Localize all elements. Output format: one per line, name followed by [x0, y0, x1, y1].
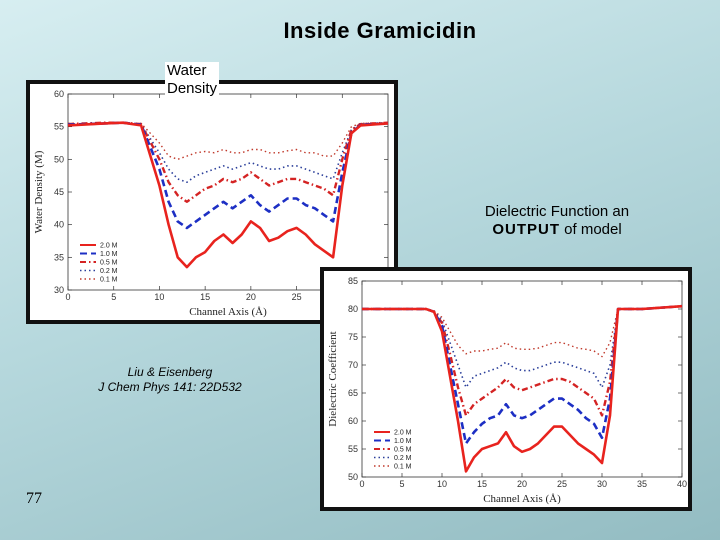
- dielectric-x-axis-title: Channel Axis (Å): [483, 493, 561, 505]
- citation-journal: J Chem Phys 141: 22D532: [98, 380, 242, 394]
- page-number: 77: [26, 490, 42, 507]
- density-series-line: [67, 121, 389, 269]
- dielectric-series-line: [362, 305, 683, 417]
- density-legend-label: 0.2 M: [100, 268, 118, 275]
- density-legend-label: 0.1 M: [100, 277, 118, 284]
- dielectric-series-line: [362, 305, 683, 389]
- density-series-line: [67, 121, 389, 230]
- density-y-tick-label: 60: [54, 89, 64, 99]
- dielectric-y-tick-label: 75: [348, 332, 358, 342]
- density-x-tick-label: 5: [111, 292, 116, 302]
- density-x-tick-label: 15: [200, 292, 210, 302]
- dielectric-legend-label: 1.0 M: [394, 438, 412, 445]
- dielectric-coefficient-plot: 0 5 10 15 20 25 30 35 40 50 55 60 65 70 75 80 85 Channel …: [327, 276, 687, 505]
- dielectric-legend-label: 2.0 M: [394, 430, 412, 437]
- dielectric-x-tick-label: 5: [399, 479, 404, 489]
- dielectric-y-tick-label: 65: [348, 388, 358, 398]
- dielectric-x-tick-label: 25: [557, 479, 567, 489]
- dielectric-x-tick-label: 30: [597, 479, 607, 489]
- density-x-tick-label: 25: [292, 292, 302, 302]
- dielectric-function-label: Dielectric Function an OUTPUT of model: [468, 203, 646, 239]
- water-density-chart: 05101520253030354045505560Channel Axis (…: [26, 80, 398, 324]
- dielectric-y-tick-label: 50: [348, 472, 358, 482]
- dielectric-legend-label: 0.5 M: [394, 447, 412, 454]
- density-y-tick-label: 55: [54, 122, 64, 132]
- density-legend-label: 1.0 M: [100, 251, 118, 258]
- dielectric-y-tick-label: 85: [348, 276, 358, 286]
- dielectric-legend-label: 0.1 M: [394, 464, 412, 471]
- dielectric-series-line: [362, 304, 683, 445]
- dielectric-x-tick-label: 20: [517, 479, 527, 489]
- slide-title: Inside Gramicidin: [283, 18, 477, 43]
- dielectric-label-post: of model: [559, 221, 622, 238]
- dielectric-y-axis-title: Dielectric Coefficient: [327, 331, 339, 426]
- dielectric-y-tick-label: 80: [348, 304, 358, 314]
- dielectric-y-tick-label: 60: [348, 416, 358, 426]
- citation: Liu & Eisenberg J Chem Phys 141: 22D532: [60, 365, 280, 395]
- density-y-tick-label: 45: [54, 187, 64, 197]
- density-legend-label: 0.5 M: [100, 260, 118, 267]
- dielectric-series-line: [362, 304, 683, 473]
- water-density-label-text: Water Density: [167, 62, 218, 97]
- density-x-tick-label: 20: [246, 292, 256, 302]
- density-y-axis-title: Water Density (M): [33, 150, 45, 233]
- dielectric-x-tick-label: 0: [359, 479, 364, 489]
- dielectric-x-tick-label: 35: [637, 479, 647, 489]
- dielectric-label-output: OUTPUT: [492, 221, 560, 238]
- density-x-axis-title: Channel Axis (Å): [189, 306, 267, 318]
- dielectric-x-tick-label: 15: [477, 479, 487, 489]
- citation-authors: Liu & Eisenberg: [127, 365, 213, 379]
- dielectric-label-pre: Dielectric Function an: [484, 203, 630, 220]
- density-y-tick-label: 40: [54, 220, 64, 230]
- water-density-plot: 05101520253030354045505560Channel Axis (…: [33, 89, 389, 318]
- dielectric-y-tick-label: 55: [348, 444, 358, 454]
- dielectric-y-tick-label: 70: [348, 360, 358, 370]
- density-x-tick-label: 10: [154, 292, 164, 302]
- density-y-tick-label: 30: [54, 285, 64, 295]
- dielectric-coefficient-chart: 0 5 10 15 20 25 30 35 40 50 55 60 65 70 75 80 85 Channel …: [320, 267, 692, 511]
- density-series-line: [67, 121, 389, 204]
- dielectric-x-tick-label: 40: [677, 479, 687, 489]
- density-y-tick-label: 35: [54, 252, 64, 262]
- density-legend-label: 2.0 M: [100, 243, 118, 250]
- density-x-tick-label: 0: [65, 292, 70, 302]
- water-density-label: Water Density: [165, 62, 220, 98]
- dielectric-legend-label: 0.2 M: [394, 455, 412, 462]
- density-y-tick-label: 50: [54, 154, 64, 164]
- dielectric-x-tick-label: 10: [437, 479, 447, 489]
